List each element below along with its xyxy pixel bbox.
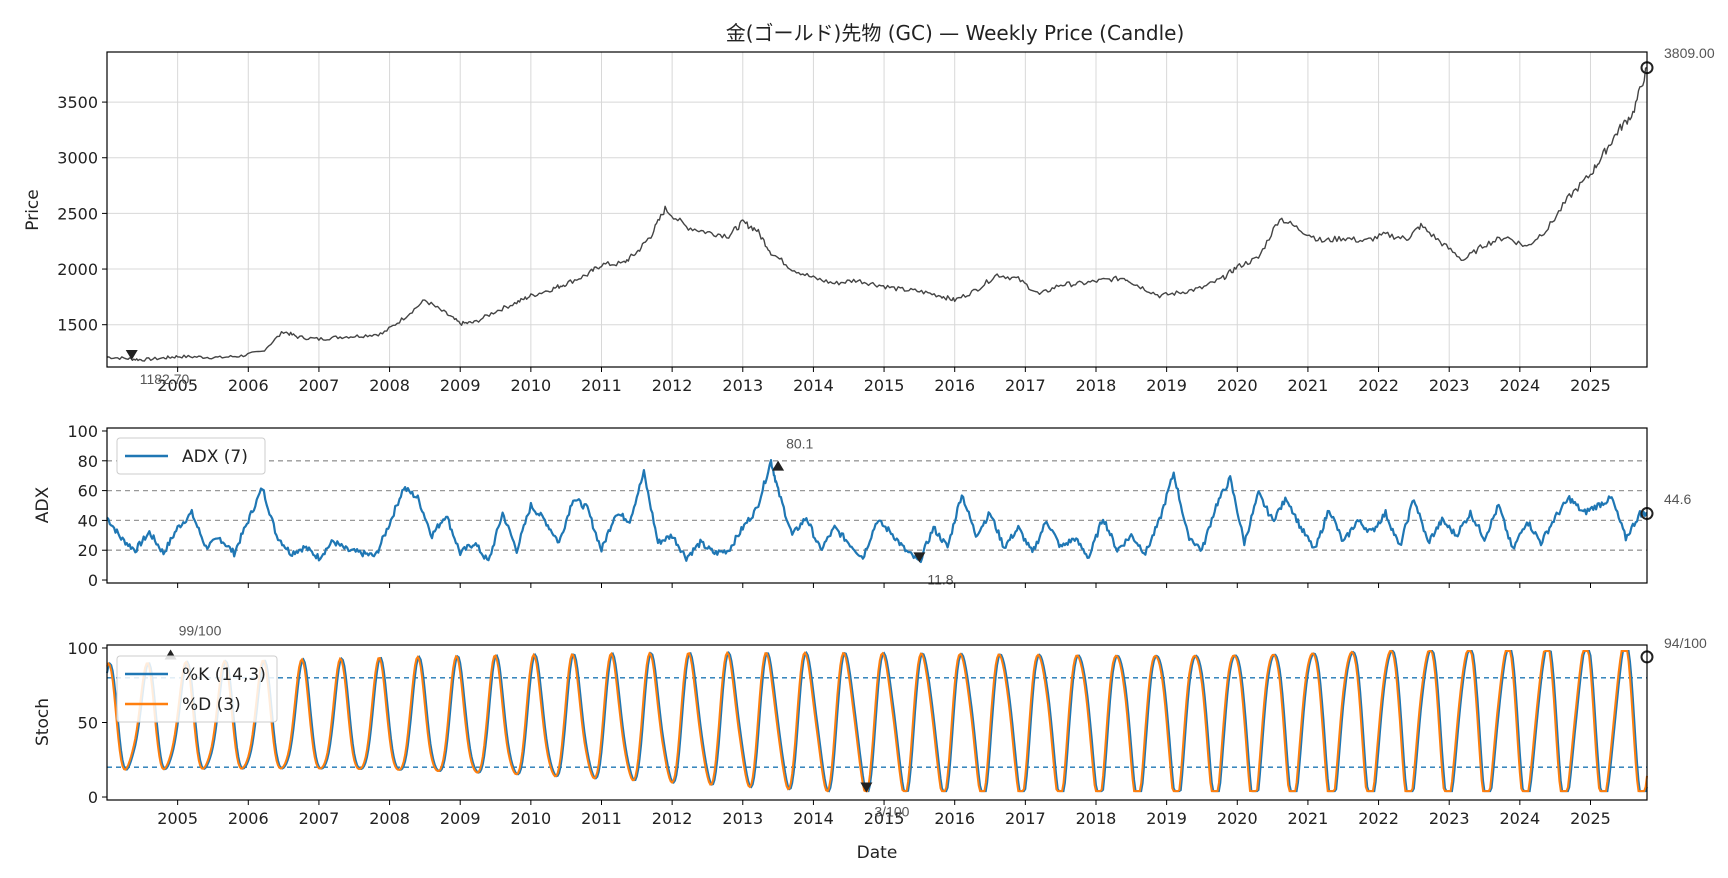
y-tick-label: 2000: [57, 260, 98, 279]
x-tick-label: 2006: [228, 809, 269, 828]
stoch-max-label: 99/100: [179, 622, 222, 638]
x-tick-label: 2021: [1288, 376, 1329, 395]
x-tick-label: 2010: [510, 376, 551, 395]
adx-legend-label: ADX (7): [182, 447, 248, 467]
x-tick-label: 2005: [157, 376, 198, 395]
y-tick-label: 50: [78, 714, 98, 733]
adx-panel: 0 20 40 60 80 100 80.1 11.8 44.6: [67, 422, 1691, 590]
d-legend-label: %D (3): [182, 695, 241, 715]
k-legend-label: %K (14,3): [182, 665, 266, 685]
stoch-xlabel: Date: [857, 843, 898, 863]
price-min-label: 1182.70: [140, 371, 190, 387]
x-tick-label: 2011: [581, 376, 622, 395]
x-tick-label: 2023: [1429, 376, 1470, 395]
x-tick-label: 2014: [793, 376, 834, 395]
y-tick-label: 20: [78, 541, 98, 560]
stoch-legend-box: [116, 655, 278, 723]
x-tick-label: 2024: [1499, 809, 1540, 828]
x-tick-label: 2025: [1570, 376, 1611, 395]
x-tick-label: 2025: [1570, 809, 1611, 828]
stoch-min-label: 3/100: [874, 804, 909, 820]
x-tick-label: 2010: [510, 809, 551, 828]
x-tick-label: 2016: [934, 809, 975, 828]
x-tick-label: 2018: [1076, 376, 1117, 395]
x-tick-label: 2024: [1499, 376, 1540, 395]
k-series-line: [106, 649, 1648, 793]
chart-title: 金(ゴールド)先物 (GC) — Weekly Price (Candle): [726, 21, 1185, 45]
y-tick-label: 0: [88, 788, 98, 807]
y-tick-label: 2500: [57, 204, 98, 223]
x-tick-label: 2018: [1076, 809, 1117, 828]
x-tick-label: 2011: [581, 809, 622, 828]
stoch-axes-frame: [106, 644, 1648, 801]
x-tick-label: 2006: [228, 376, 269, 395]
y-tick-label: 100: [67, 639, 98, 658]
x-tick-label: 2007: [299, 809, 340, 828]
price-series-line: [107, 67, 1648, 362]
x-tick-label: 2008: [369, 809, 410, 828]
adx-max-label: 80.1: [786, 436, 813, 452]
x-tick-label: 2015: [864, 376, 905, 395]
x-tick-label: 2020: [1217, 809, 1258, 828]
adx-min-label: 11.8: [927, 571, 953, 587]
stoch-panel: 2005 2006 2007 2008 2009 2010 2011 2012 2013 2014…: [67, 622, 1707, 828]
x-tick-label: 2022: [1358, 376, 1399, 395]
adx-ylabel: ADX: [33, 486, 53, 523]
price-panel: 2005 2006 2007 2008 2009 2010 2011 2012 2013 2014…: [57, 45, 1715, 395]
adx-legend-box: [116, 437, 266, 475]
y-tick-label: 60: [78, 482, 98, 501]
x-tick-label: 2005: [157, 809, 198, 828]
x-tick-label: 2022: [1358, 809, 1399, 828]
x-tick-label: 2009: [440, 809, 481, 828]
x-tick-label: 2007: [299, 376, 340, 395]
x-tick-label: 2020: [1217, 376, 1258, 395]
x-tick-label: 2019: [1146, 809, 1187, 828]
x-tick-label: 2013: [722, 809, 763, 828]
x-tick-label: 2014: [793, 809, 834, 828]
adx-legend: ADX (7): [116, 437, 266, 475]
adx-min-marker: [913, 552, 926, 563]
y-tick-label: 80: [78, 452, 98, 471]
stoch-last-label: 94/100: [1664, 635, 1707, 651]
stoch-min-marker: [860, 782, 873, 793]
x-tick-label: 2016: [934, 376, 975, 395]
x-tick-label: 2012: [652, 376, 693, 395]
y-tick-label: 1500: [57, 316, 98, 335]
y-tick-label: 0: [88, 571, 98, 590]
x-tick-label: 2017: [1005, 376, 1046, 395]
price-ylabel: Price: [23, 189, 43, 230]
y-tick-label: 3000: [57, 149, 98, 168]
x-tick-label: 2009: [440, 376, 481, 395]
x-tick-label: 2013: [722, 376, 763, 395]
price-axes-frame: [106, 51, 1648, 368]
x-tick-label: 2021: [1288, 809, 1329, 828]
stoch-legend: %K (14,3) %D (3): [116, 655, 278, 723]
adx-axes-frame: [106, 427, 1648, 584]
x-tick-label: 2008: [369, 376, 410, 395]
x-tick-label: 2023: [1429, 809, 1470, 828]
adx-last-label: 44.6: [1664, 491, 1691, 507]
adx-series-line: [106, 459, 1648, 564]
y-tick-label: 100: [67, 422, 98, 441]
adx-max-marker: [772, 460, 785, 471]
x-tick-label: 2015: [864, 809, 905, 828]
x-tick-label: 2012: [652, 809, 693, 828]
stoch-ylabel: Stoch: [33, 698, 53, 746]
price-last-label: 3809.00: [1664, 45, 1715, 61]
y-tick-label: 3500: [57, 93, 98, 112]
price-min-marker: [125, 350, 138, 361]
x-tick-label: 2019: [1146, 376, 1187, 395]
y-tick-label: 40: [78, 511, 98, 530]
d-series-line: [106, 649, 1648, 793]
x-tick-label: 2017: [1005, 809, 1046, 828]
